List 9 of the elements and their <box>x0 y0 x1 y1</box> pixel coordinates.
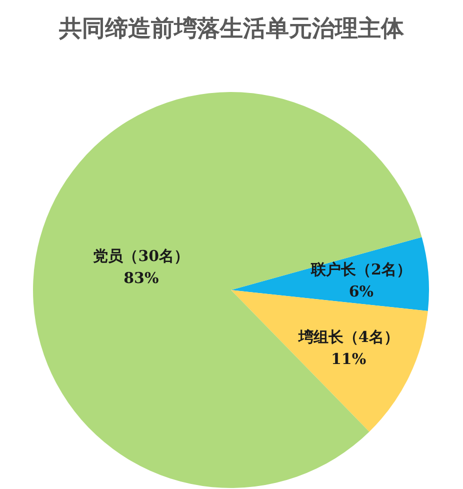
slice-label: 党员（30名） <box>92 246 190 265</box>
data-label: 83% <box>124 268 159 287</box>
data-label: 11% <box>330 350 366 368</box>
slice-label: 联户长（2名） <box>310 260 412 278</box>
pie-slice <box>33 92 422 488</box>
pie-slice <box>231 237 429 312</box>
slice-label: 塆组长（4名） <box>297 328 399 346</box>
data-label: 6% <box>348 282 374 300</box>
chart-title: 共同缔造前塆落生活单元治理主体 <box>58 15 405 42</box>
